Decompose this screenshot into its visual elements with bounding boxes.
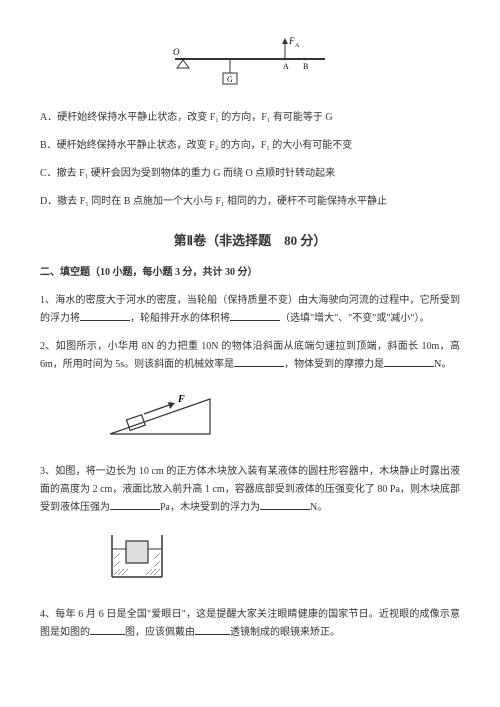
incline-force-line [144,404,172,414]
q2-text-c: N。 [434,359,451,370]
q3-text-b: Pa，木块受到的浮力为 [160,502,260,513]
incline-svg: F [100,384,230,444]
q1-blank-1[interactable] [80,310,130,321]
question-1: 1、海水的密度大于河水的密度，当轮船（保持质量不变）由大海驶向河流的过程中，它所… [40,292,460,328]
q4-blank-2[interactable] [195,624,230,635]
option-b: B．硬杆始终保持水平静止状态，改变 F₂ 的方向，F₁ 的大小有可能不变 [40,137,460,155]
q4-blank-1[interactable] [90,624,125,635]
option-d: D．撤去 F₁ 同时在 B 点施加一个大小与 F₁ 相同的力，硬杆不可能保持水平… [40,193,460,211]
question-4: 4、每年 6 月 6 日是全国"爱眼日"，这是提醒大家关注眼睛健康的国家节日。近… [40,606,460,642]
diagram-container [40,527,460,594]
label-b: B [303,62,308,71]
label-a: A [283,62,289,71]
incline-triangle [110,399,210,434]
label-fa-sub: A [295,43,300,49]
fill-blank-title: 二、填空题（10 小题，每小题 3 分，共计 30 分） [40,264,460,282]
label-o: O [173,47,180,57]
point-b-dot [304,58,307,61]
q2-text-b: ，物体受到的摩擦力是 [284,359,384,370]
incline-force-head [168,402,175,409]
force-arrowhead [282,38,288,44]
q4-text-b: 图，应该佩戴由 [125,627,195,638]
point-a-dot [284,58,287,61]
lever-svg: O G F A A B [165,35,335,90]
container-svg [100,527,180,587]
question-3: 3、如图，将一边长为 10 cm 的正方体木块放入装有某液体的圆柱形容器中，木块… [40,463,460,517]
pivot [177,60,189,68]
q3-text-c: N。 [310,502,327,513]
label-g: G [227,75,233,84]
diagram-lever: O G F A A B [40,35,460,97]
q2-blank-1[interactable] [234,356,284,367]
incline-label-f: F [177,394,185,405]
q1-blank-2[interactable] [230,310,280,321]
option-c: C．撤去 F₁ 硬杆会因为受到物体的重力 G 而绕 O 点顺时针转动起来 [40,165,460,183]
option-a: A．硬杆始终保持水平静止状态，改变 F₁ 的方向，F₁ 有可能等于 G [40,109,460,127]
q1-text-b: ，轮船排开水的体积将 [130,313,230,324]
label-fa: F [288,36,295,46]
diagram-incline: F [40,384,460,451]
floating-block [126,541,148,563]
q3-blank-1[interactable] [110,499,160,510]
q4-text-c: 透镜制成的眼镜来矫正。 [230,627,340,638]
q2-blank-2[interactable] [384,356,434,367]
option-list: A．硬杆始终保持水平静止状态，改变 F₁ 的方向，F₁ 有可能等于 G B．硬杆… [40,109,460,211]
section-2-title: 第Ⅱ卷（非选择题 80 分） [40,229,460,252]
question-2: 2、如图所示，小华用 8N 的力把重 10N 的物体沿斜面从底端匀速拉到顶端，斜… [40,338,460,374]
q1-text-c: （选填"增大"、"不变"或"减小"）。 [280,313,430,324]
q3-blank-2[interactable] [260,499,310,510]
